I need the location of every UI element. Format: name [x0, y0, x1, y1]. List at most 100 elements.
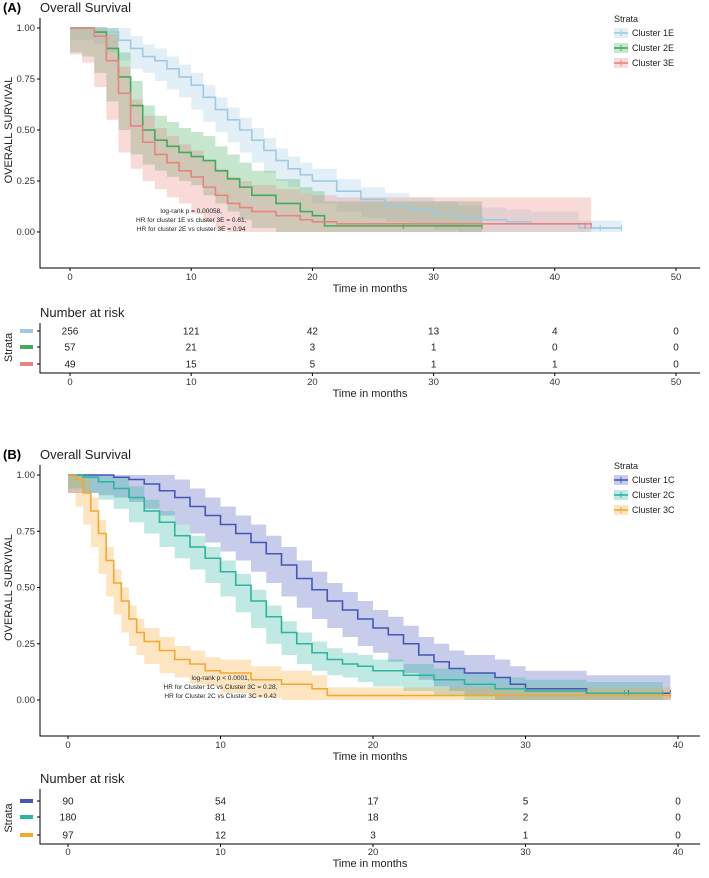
risk-x-tick-label: 40 [673, 847, 684, 858]
risk-count: 12 [215, 831, 227, 842]
survival-line-cluster-3e [70, 27, 592, 226]
plot-axes [39, 18, 700, 269]
risk-x-tick-label: 20 [307, 377, 318, 388]
survival-line-cluster-1c [68, 474, 671, 695]
risk-x-tick-label: 20 [368, 847, 379, 858]
y-axis-title: OVERALL SURVIVAL [3, 534, 15, 641]
risk-count: 42 [307, 327, 319, 338]
risk-count: 5 [310, 360, 316, 371]
risk-count: 90 [62, 797, 74, 808]
x-tick-label: 30 [520, 740, 531, 751]
risk-count: 21 [186, 343, 198, 354]
risk-x-tick-label: 0 [67, 377, 72, 388]
legend-label: Cluster 2C [632, 490, 675, 500]
risk-x-axis-title: Time in months [333, 388, 408, 400]
risk-count: 0 [675, 831, 681, 842]
risk-count: 13 [428, 327, 440, 338]
risk-row-swatch [20, 345, 33, 349]
risk-count: 97 [62, 831, 74, 842]
risk-count: 3 [310, 343, 316, 354]
risk-count: 15 [186, 360, 198, 371]
y-tick-label: 0.75 [17, 74, 36, 85]
risk-count: 1 [552, 360, 558, 371]
risk-count: 256 [62, 327, 79, 338]
stats-annotation-line: HR for Cluster 2C vs Cluster 3C = 0.42 [164, 693, 277, 700]
y-tick-label: 1.00 [17, 470, 36, 481]
risk-x-axis-title: Time in months [333, 858, 408, 870]
x-axis-title: Time in months [333, 751, 408, 763]
km-panel-b: (B) Overall Survival 0.00 0.25 0.50 0.75 1.00 0… [3, 447, 700, 870]
risk-table-y-title: Strata [3, 332, 15, 362]
x-tick-label: 10 [215, 740, 226, 751]
risk-count: 121 [183, 327, 200, 338]
risk-count: 1 [431, 360, 437, 371]
risk-count: 57 [64, 343, 76, 354]
survival-line-cluster-1e [70, 27, 622, 229]
y-tick-label: 0.00 [17, 695, 36, 706]
stats-annotation-line: HR for cluster 2E vs cluster 3E = 0.94 [137, 226, 246, 233]
risk-count: 17 [367, 797, 379, 808]
risk-count: 49 [64, 360, 76, 371]
risk-count: 0 [673, 327, 679, 338]
survival-line-cluster-3c [68, 474, 671, 697]
risk-x-tick-label: 50 [671, 377, 682, 388]
chart-title: Overall Survival [40, 447, 131, 462]
risk-count: 3 [370, 831, 376, 842]
risk-count: 0 [675, 813, 681, 824]
x-tick-label: 20 [307, 272, 318, 283]
y-tick-label: 0.75 [17, 526, 36, 537]
risk-count: 4 [552, 327, 558, 338]
risk-count: 180 [60, 813, 77, 824]
risk-count: 1 [431, 343, 437, 354]
ci-band-cluster-1c [68, 475, 671, 700]
x-tick-label: 40 [550, 272, 561, 283]
risk-count: 0 [552, 343, 558, 354]
panel-label: (A) [3, 0, 21, 15]
x-tick-label: 0 [65, 740, 70, 751]
risk-count: 0 [673, 343, 679, 354]
risk-count: 54 [215, 797, 227, 808]
y-tick-label: 0.50 [17, 583, 36, 594]
ci-band-cluster-2c [68, 475, 663, 700]
risk-table-title: Number at risk [40, 305, 125, 320]
y-tick-label: 0.25 [17, 639, 36, 650]
risk-x-tick-label: 30 [520, 847, 531, 858]
risk-count: 81 [215, 813, 227, 824]
risk-count: 1 [523, 831, 529, 842]
legend-label: Cluster 2E [632, 43, 674, 53]
risk-x-tick-label: 10 [186, 377, 197, 388]
x-tick-label: 10 [186, 272, 197, 283]
legend-label: Cluster 1C [632, 475, 675, 485]
risk-x-tick-label: 0 [65, 847, 70, 858]
ci-band-cluster-3e [70, 28, 592, 232]
y-axis-title: OVERALL SURVIVAL [3, 77, 15, 184]
x-tick-label: 0 [67, 272, 72, 283]
risk-table-y-title: Strata [3, 802, 15, 832]
stats-annotation-line: HR for Cluster 1C vs Cluster 3C = 0.28, [164, 684, 278, 691]
risk-count: 0 [673, 360, 679, 371]
legend-label: Cluster 1E [632, 28, 674, 38]
risk-x-tick-label: 40 [550, 377, 561, 388]
x-tick-label: 20 [368, 740, 379, 751]
stats-annotation-line: HR for cluster 1E vs cluster 3E = 0.61, [136, 217, 247, 224]
risk-x-tick-label: 10 [215, 847, 226, 858]
legend-label: Cluster 3E [632, 58, 674, 68]
risk-count: 0 [675, 797, 681, 808]
km-panel-a: (A) Overall Survival 0.00 0.25 0.50 0.75 1.00 0… [3, 0, 700, 400]
survival-line-cluster-2e [70, 27, 483, 227]
risk-table-title: Number at risk [40, 771, 125, 786]
risk-count: 5 [523, 797, 529, 808]
x-tick-label: 30 [428, 272, 439, 283]
x-tick-label: 50 [671, 272, 682, 283]
y-tick-label: 0.25 [17, 176, 36, 187]
plot-axes [39, 465, 700, 737]
panel-label: (B) [3, 447, 21, 462]
stats-annotation-line: log-rank p < 0.0001, [192, 675, 250, 682]
x-tick-label: 40 [673, 740, 684, 751]
risk-row-swatch [20, 799, 33, 803]
risk-table-axes [39, 323, 700, 374]
stats-annotation-line: log-rank p = 0.00058, [160, 208, 222, 215]
risk-count: 18 [367, 813, 379, 824]
